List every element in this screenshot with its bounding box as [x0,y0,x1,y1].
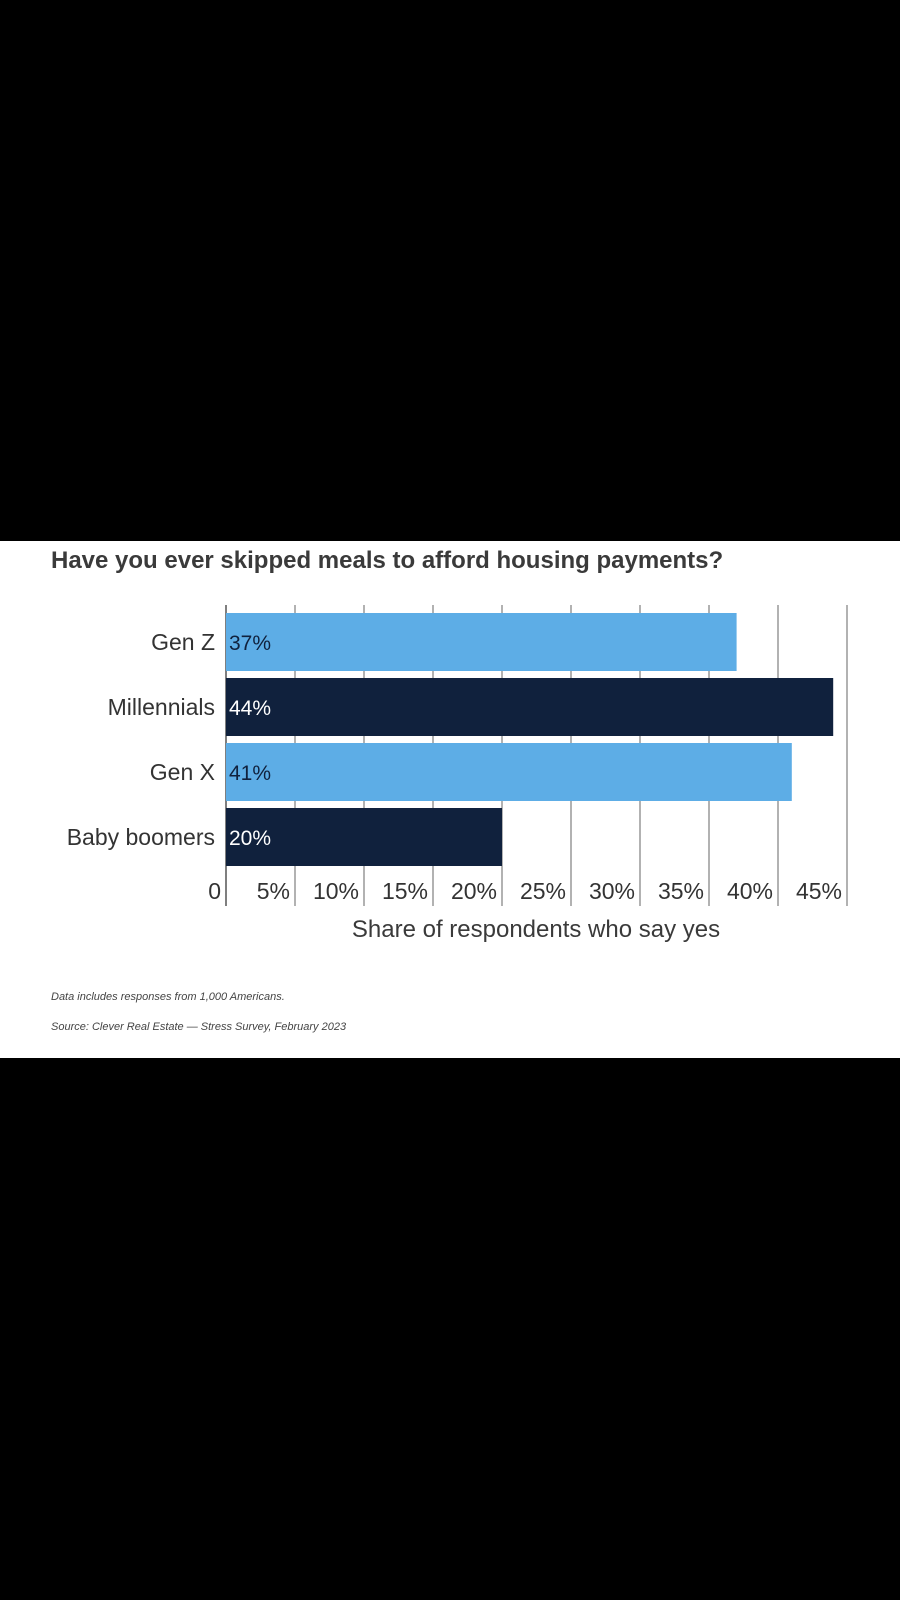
tick-label: 15% [382,878,428,904]
value-label: 20% [229,827,271,850]
value-label: 37% [229,632,271,655]
bar [226,678,834,736]
bar [226,743,792,801]
category-label: Millennials [108,694,215,720]
chart-card: Have you ever skipped meals to afford ho… [0,541,900,1058]
tick-label: 20% [451,878,497,904]
bar-chart: Gen Z 37% Millennials 44% Gen X 41% Baby boome… [67,605,848,943]
tick-label: 10% [313,878,359,904]
tick-label: 35% [658,878,704,904]
category-label: Baby boomers [67,824,215,850]
tick-label: 25% [520,878,566,904]
tick-label: 5% [257,878,290,904]
bar [226,613,737,671]
source-note: Source: Clever Real Estate — Stress Surv… [51,1021,347,1033]
data-note: Data includes responses from 1,000 Ameri… [51,991,285,1003]
bar [226,808,502,866]
value-label: 41% [229,762,271,785]
category-label: Gen X [150,759,215,785]
tick-label: 40% [727,878,773,904]
chart-title: Have you ever skipped meals to afford ho… [51,547,724,574]
category-label: Gen Z [151,629,215,655]
tick-label: 45% [796,878,842,904]
tick-label: 0 [208,878,221,904]
tick-label: 30% [589,878,635,904]
value-label: 44% [229,697,271,720]
x-axis-title: Share of respondents who say yes [352,916,720,943]
